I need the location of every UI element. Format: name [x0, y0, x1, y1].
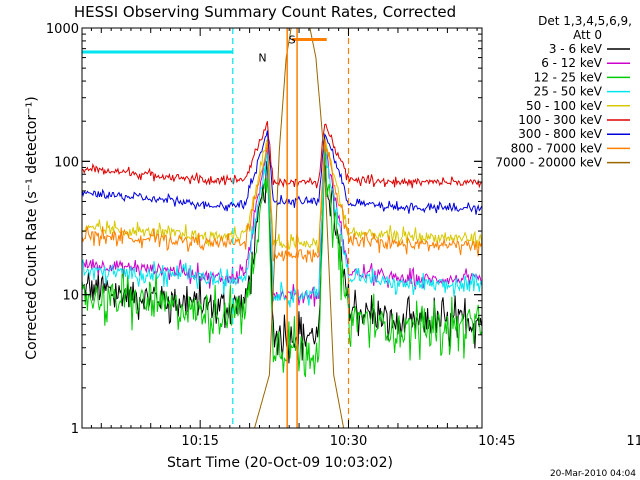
y-tick-label: 100 [54, 155, 79, 170]
series-line-6 [82, 121, 482, 189]
x-tick-label: 10:30 [330, 434, 367, 449]
series-line-8 [82, 139, 482, 263]
legend-label-8: 800 - 7000 keV [511, 141, 603, 155]
series-line-1 [82, 161, 482, 364]
legend-label-7: 300 - 800 keV [518, 127, 602, 141]
chart-title: HESSI Observing Summary Count Rates, Cor… [74, 3, 456, 21]
x-tick-label: 11:00 [626, 434, 640, 449]
x-tick-label: 10:15 [181, 434, 218, 449]
plot-area: NS110100100010:1510:3010:4511:0011:1511:… [46, 22, 640, 449]
y-tick-label: 1000 [46, 22, 79, 37]
legend-label-4: 25 - 50 keV [534, 85, 603, 99]
flag-label-1: N [258, 52, 266, 65]
legend-label-1: 3 - 6 keV [549, 42, 603, 56]
x-axis-label: Start Time (20-Oct-09 10:03:02) [167, 455, 393, 471]
legend-header-line1: Det 1,3,4,5,6,9, [538, 14, 632, 28]
series-line-4 [82, 144, 482, 308]
y-axis-label: Corrected Count Rate (s⁻¹ detector⁻¹) [24, 96, 40, 359]
series-line-3 [82, 141, 482, 378]
legend-label-9: 7000 - 20000 keV [495, 156, 602, 170]
y-tick-label: 10 [62, 289, 79, 304]
annotations: NS [82, 28, 350, 428]
legend-header-line2: Att 0 [573, 28, 602, 42]
x-tick-label: 10:45 [478, 434, 515, 449]
legend-label-5: 50 - 100 keV [526, 99, 603, 113]
legend-label-2: 6 - 12 keV [541, 56, 603, 70]
y-tick-label: 1 [71, 422, 79, 437]
plot-frame [81, 27, 483, 429]
series-group [82, 28, 482, 428]
series-line-7 [82, 130, 482, 215]
legend-label-3: 12 - 25 keV [534, 70, 603, 84]
legend-label-6: 100 - 300 keV [518, 113, 602, 127]
timestamp: 20-Mar-2010 04:04 [550, 469, 636, 479]
flag-label-2: S [289, 33, 296, 46]
series-line-9 [82, 28, 482, 428]
